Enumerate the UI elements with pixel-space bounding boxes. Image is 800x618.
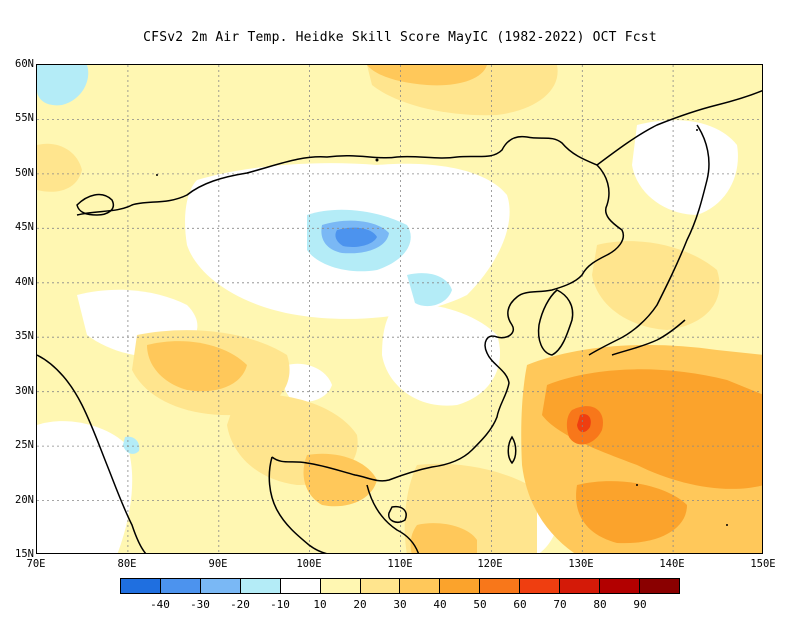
lon-label-110e: 110E xyxy=(387,558,413,570)
colorbar-tick-label: -40 xyxy=(150,598,170,611)
colorbar-swatch xyxy=(560,579,601,593)
coastlines xyxy=(37,89,762,553)
lat-label-55n: 55N xyxy=(15,112,34,124)
colorbar-tick-label: 60 xyxy=(513,598,527,611)
colorbar-swatch xyxy=(320,579,361,593)
colorbar-swatch xyxy=(480,579,521,593)
colorbar-tick-label: 40 xyxy=(433,598,447,611)
skill-60-70-region xyxy=(577,414,591,433)
colorbar xyxy=(120,578,680,594)
lat-label-60n: 60N xyxy=(15,58,34,70)
colorbar-tick-label: 80 xyxy=(593,598,607,611)
map-plot-area xyxy=(36,64,763,554)
colorbar-swatch xyxy=(280,579,321,593)
map-title: CFSv2 2m Air Temp. Heidke Skill Score Ma… xyxy=(143,30,657,45)
lat-label-35n: 35N xyxy=(15,330,34,342)
lon-label-80e: 80E xyxy=(117,558,137,570)
lat-label-45n: 45N xyxy=(15,221,34,233)
colorbar-swatch xyxy=(600,579,640,593)
lon-label-150e: 150E xyxy=(750,558,776,570)
lat-label-15n: 15N xyxy=(15,548,34,560)
small-islands xyxy=(156,129,728,526)
lat-label-30n: 30N xyxy=(15,385,34,397)
colorbar-swatch xyxy=(200,579,241,593)
skill-score-map xyxy=(37,65,762,553)
lat-label-20n: 20N xyxy=(15,494,34,506)
strong-negative-patch xyxy=(335,227,377,247)
colorbar-swatch xyxy=(160,579,201,593)
colorbar-tick-label: 20 xyxy=(353,598,367,611)
colorbar-tick-label: 30 xyxy=(393,598,407,611)
colorbar-tick-label: 70 xyxy=(553,598,567,611)
colorbar-tick-label: 50 xyxy=(473,598,487,611)
lon-label-90e: 90E xyxy=(208,558,228,570)
lon-label-120e: 120E xyxy=(477,558,503,570)
lat-label-40n: 40N xyxy=(15,276,34,288)
colorbar-tick-label: -10 xyxy=(270,598,290,611)
colorbar-swatch xyxy=(400,579,441,593)
skill-40-50-regions xyxy=(542,369,762,544)
graticule xyxy=(37,65,762,553)
colorbar-swatch xyxy=(520,579,561,593)
colorbar-tick-label: 10 xyxy=(313,598,327,611)
lon-label-70e: 70E xyxy=(26,558,46,570)
colorbar-tick-label: -20 xyxy=(230,598,250,611)
colorbar-tick-label: 90 xyxy=(633,598,647,611)
lon-label-140e: 140E xyxy=(659,558,685,570)
colorbar-swatch xyxy=(360,579,401,593)
colorbar-swatch xyxy=(440,579,481,593)
lon-label-130e: 130E xyxy=(568,558,594,570)
colorbar-swatch xyxy=(639,579,679,593)
lat-label-50n: 50N xyxy=(15,167,34,179)
colorbar-swatch xyxy=(121,579,161,593)
colorbar-swatch xyxy=(240,579,281,593)
lon-label-100e: 100E xyxy=(296,558,322,570)
colorbar-tick-label: -30 xyxy=(190,598,210,611)
lat-label-25n: 25N xyxy=(15,439,34,451)
